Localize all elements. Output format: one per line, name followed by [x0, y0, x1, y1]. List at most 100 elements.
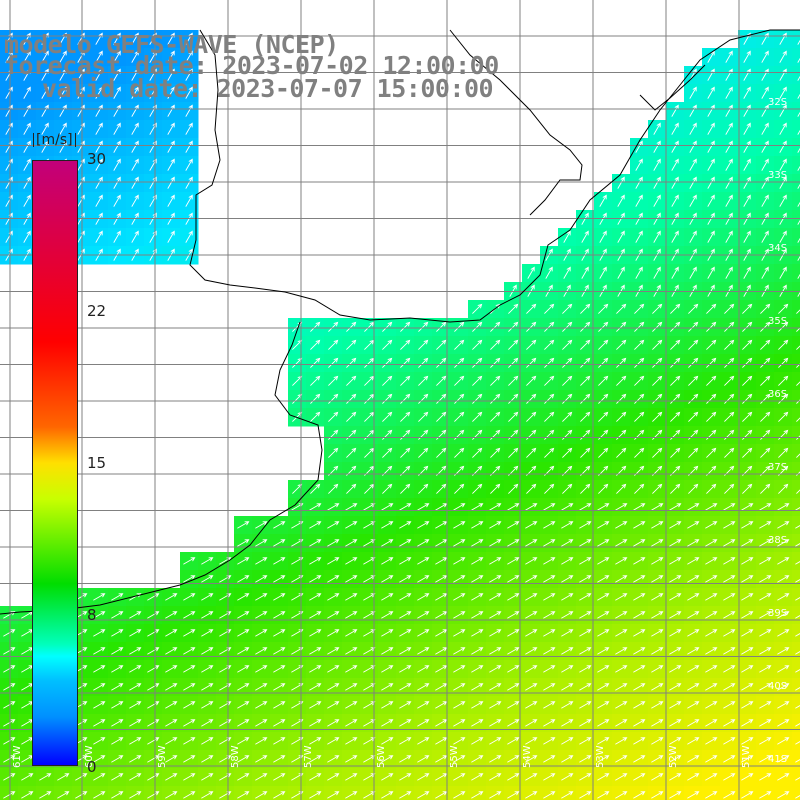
wind-arrow	[237, 737, 250, 745]
wind-arrow	[760, 339, 771, 350]
wind-arrow	[507, 503, 520, 511]
wind-arrow	[561, 665, 574, 673]
wind-arrow	[255, 683, 268, 691]
wind-arrow	[417, 611, 430, 619]
wind-arrow	[759, 503, 772, 511]
wind-arrow	[724, 393, 735, 404]
wind-arrow	[490, 411, 501, 422]
wind-arrow	[381, 701, 394, 709]
latitude-label: 41S	[768, 754, 788, 765]
wind-arrow	[489, 737, 502, 745]
wind-arrow	[381, 719, 394, 727]
wind-arrow	[95, 194, 103, 207]
wind-arrow	[724, 303, 735, 314]
wind-arrow	[796, 453, 800, 458]
wind-arrow	[165, 737, 178, 745]
wind-arrow	[490, 447, 501, 458]
wind-cell	[792, 570, 800, 589]
wind-arrow	[310, 483, 321, 494]
wind-arrow	[363, 629, 376, 637]
wind-arrow	[399, 593, 412, 601]
wind-cell	[792, 588, 800, 607]
wind-arrow	[399, 575, 412, 583]
wind-arrow	[615, 647, 628, 655]
wind-arrow	[579, 611, 592, 619]
wind-arrow	[111, 593, 124, 601]
wind-arrow	[723, 575, 736, 583]
wind-cell	[36, 786, 55, 800]
wind-arrow	[705, 665, 718, 673]
wind-arrow	[417, 575, 430, 583]
wind-arrow	[454, 375, 465, 386]
wind-cell	[792, 48, 800, 67]
wind-arrow	[561, 593, 574, 601]
wind-arrow	[760, 429, 771, 440]
wind-arrow	[652, 321, 663, 332]
wind-arrow	[507, 593, 520, 601]
wind-arrow	[201, 719, 214, 727]
wind-cell	[792, 138, 800, 157]
wind-arrow	[579, 683, 592, 691]
wind-arrow	[561, 521, 574, 529]
wind-arrow	[723, 557, 736, 565]
wind-arrow	[147, 647, 160, 655]
wind-arrow	[3, 665, 16, 673]
wind-arrow	[561, 629, 574, 637]
wind-arrow	[689, 86, 697, 99]
wind-arrow	[454, 393, 465, 404]
wind-arrow	[472, 393, 483, 404]
wind-arrow	[741, 755, 754, 763]
wind-arrow	[705, 683, 718, 691]
wind-arrow	[707, 158, 715, 171]
wind-arrow	[615, 755, 628, 763]
wind-arrow	[761, 122, 769, 135]
wind-arrow	[489, 629, 502, 637]
wind-arrow	[399, 719, 412, 727]
wind-arrow	[525, 791, 538, 799]
wind-cell	[738, 786, 757, 800]
wind-arrow	[687, 683, 700, 691]
wind-arrow	[183, 701, 196, 709]
wind-arrow	[687, 629, 700, 637]
wind-arrow	[597, 791, 610, 799]
longitude-label: 53W	[595, 745, 606, 768]
wind-arrow	[185, 86, 193, 99]
wind-arrow	[671, 140, 679, 153]
wind-arrow	[795, 633, 800, 637]
wind-arrow	[417, 593, 430, 601]
wind-arrow	[310, 339, 321, 350]
wind-arrow	[779, 140, 787, 153]
wind-arrow	[651, 575, 664, 583]
wind-arrow	[562, 321, 573, 332]
wind-arrow	[490, 483, 501, 494]
wind-arrow	[471, 755, 484, 763]
wind-arrow	[489, 773, 502, 781]
wind-arrow	[669, 557, 682, 565]
wind-arrow	[705, 503, 718, 511]
wind-arrow	[598, 411, 609, 422]
wind-arrow	[21, 791, 34, 799]
wind-arrow	[165, 683, 178, 691]
wind-arrow	[381, 755, 394, 763]
wind-arrow	[651, 539, 664, 547]
wind-arrow	[507, 773, 520, 781]
wind-arrow	[346, 339, 357, 350]
wind-cell	[720, 786, 739, 800]
wind-arrow	[95, 122, 103, 135]
wind-arrow	[544, 483, 555, 494]
wind-arrow	[165, 791, 178, 799]
wind-arrow	[346, 447, 357, 458]
wind-arrow	[597, 557, 610, 565]
wind-arrow	[346, 393, 357, 404]
wind-cell	[792, 264, 800, 283]
wind-arrow	[759, 593, 772, 601]
wind-arrow	[309, 683, 322, 691]
wind-arrow	[688, 303, 699, 314]
wind-arrow	[706, 375, 717, 386]
wind-arrow	[327, 593, 340, 601]
wind-arrow	[795, 723, 800, 727]
wind-arrow	[669, 575, 682, 583]
wind-cell	[792, 120, 800, 139]
wind-arrow	[615, 503, 628, 511]
